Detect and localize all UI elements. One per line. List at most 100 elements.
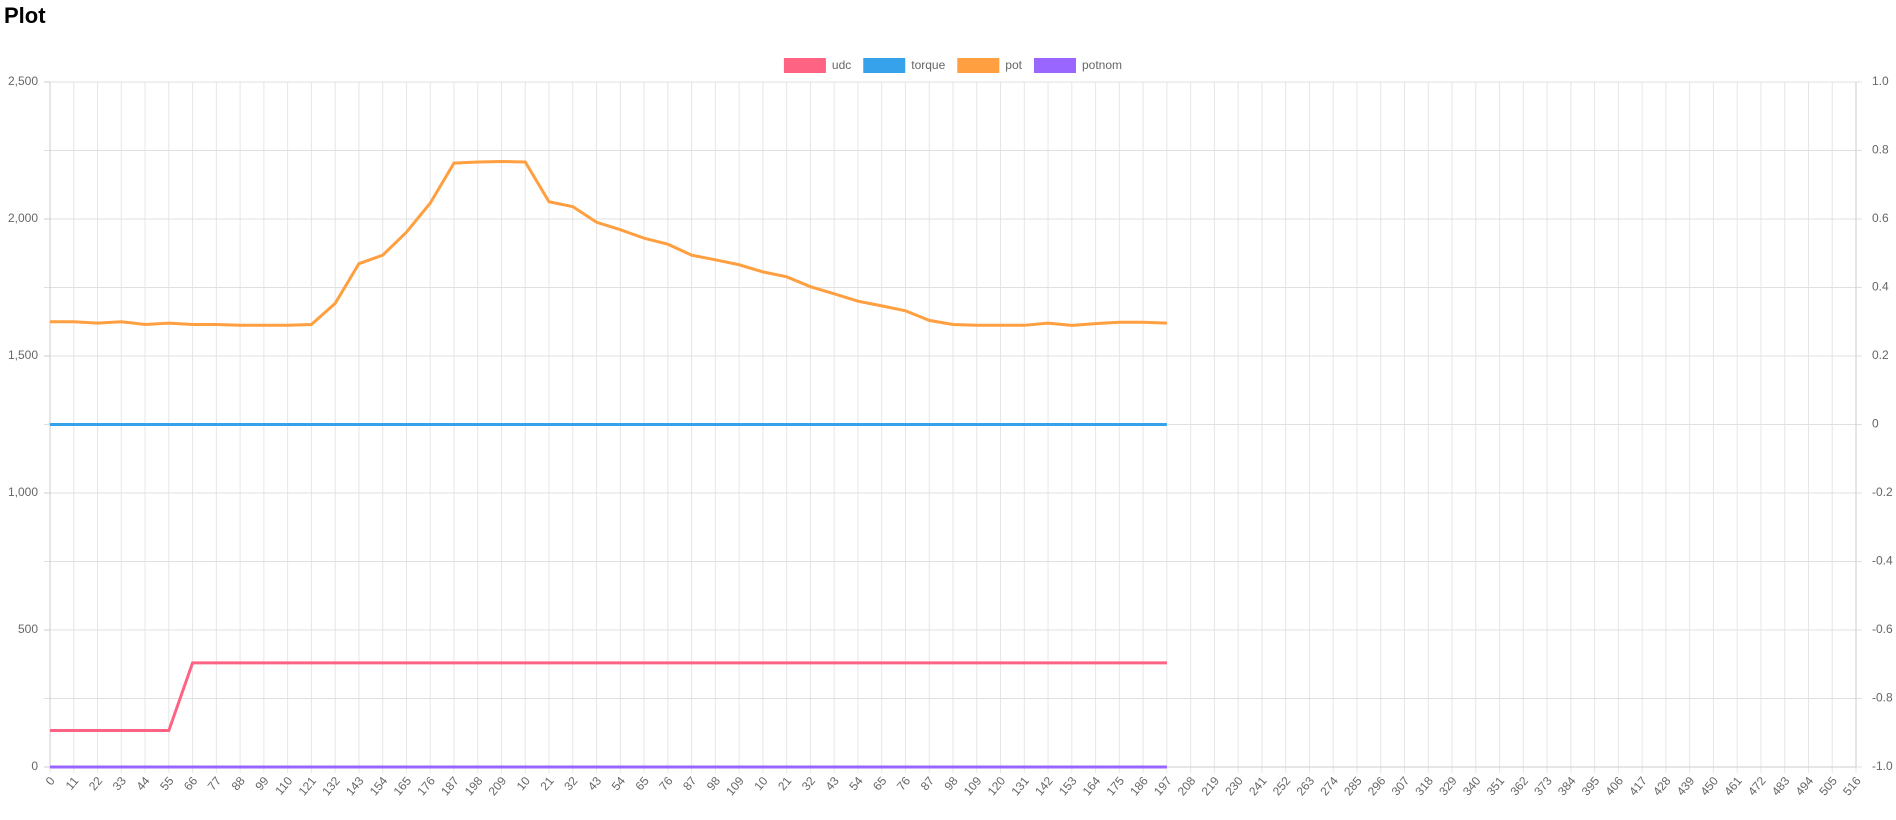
x-tick-label: 516 xyxy=(1840,774,1864,799)
x-tick-label: 54 xyxy=(609,774,629,793)
x-tick-label: 121 xyxy=(296,774,320,799)
x-tick-label: 110 xyxy=(272,774,295,798)
x-tick-label: 197 xyxy=(1151,774,1175,799)
y-tick-label: 500 xyxy=(18,622,38,636)
x-tick-label: 406 xyxy=(1602,774,1626,799)
x-tick-label: 21 xyxy=(537,774,557,793)
x-tick-label: 164 xyxy=(1080,774,1104,799)
y-tick-label: 2,000 xyxy=(8,211,38,225)
x-tick-label: 472 xyxy=(1745,774,1769,799)
y2-tick-label: 0.4 xyxy=(1872,280,1889,294)
x-tick-label: 76 xyxy=(894,774,914,793)
y2-tick-label: 0.2 xyxy=(1872,348,1889,362)
y2-tick-label: -0.8 xyxy=(1872,691,1893,705)
legend-label: torque xyxy=(911,58,945,72)
y2-tick-label: -1.0 xyxy=(1872,759,1893,773)
x-tick-label: 0 xyxy=(43,774,58,788)
x-tick-label: 417 xyxy=(1626,774,1650,799)
x-tick-label: 109 xyxy=(961,774,985,799)
x-tick-label: 154 xyxy=(367,774,391,799)
x-tick-label: 384 xyxy=(1555,774,1579,799)
x-tick-label: 131 xyxy=(1008,774,1032,799)
x-tick-label: 99 xyxy=(252,774,272,793)
x-tick-label: 43 xyxy=(585,774,605,793)
y2-tick-label: 0.8 xyxy=(1872,143,1889,157)
x-tick-label: 165 xyxy=(391,774,415,799)
x-tick-label: 329 xyxy=(1436,774,1460,799)
x-tick-label: 362 xyxy=(1507,774,1531,799)
x-tick-label: 22 xyxy=(86,774,106,793)
y2-tick-label: 1.0 xyxy=(1872,74,1889,88)
x-tick-label: 230 xyxy=(1222,774,1246,799)
x-tick-label: 373 xyxy=(1531,774,1555,799)
series-line xyxy=(50,661,1167,733)
legend-swatch xyxy=(863,58,906,73)
x-tick-label: 307 xyxy=(1389,774,1413,799)
x-tick-label: 176 xyxy=(414,774,438,799)
x-tick-label: 450 xyxy=(1698,774,1722,799)
x-tick-label: 32 xyxy=(799,774,819,793)
x-tick-label: 54 xyxy=(846,774,866,793)
x-tick-label: 33 xyxy=(110,774,130,793)
y-tick-label: 1,500 xyxy=(8,348,38,362)
x-tick-label: 77 xyxy=(205,774,225,793)
x-tick-label: 263 xyxy=(1294,774,1318,799)
x-tick-label: 153 xyxy=(1056,774,1080,799)
x-tick-label: 296 xyxy=(1365,774,1389,799)
x-tick-label: 76 xyxy=(656,774,676,793)
x-tick-label: 274 xyxy=(1317,774,1341,799)
x-tick-label: 11 xyxy=(63,774,82,793)
x-tick-label: 252 xyxy=(1270,774,1294,799)
x-tick-label: 10 xyxy=(514,774,534,793)
x-tick-label: 395 xyxy=(1579,774,1603,799)
y2-tick-label: 0 xyxy=(1872,417,1879,431)
x-tick-label: 21 xyxy=(775,774,795,793)
x-tick-label: 428 xyxy=(1650,774,1674,799)
y-tick-label: 0 xyxy=(31,759,38,773)
y2-tick-label: -0.4 xyxy=(1872,554,1893,568)
y2-tick-label: 0.6 xyxy=(1872,211,1889,225)
x-tick-label: 87 xyxy=(918,774,938,793)
x-tick-label: 44 xyxy=(133,774,153,793)
x-tick-label: 439 xyxy=(1674,774,1698,799)
x-tick-label: 87 xyxy=(680,774,700,793)
x-tick-label: 340 xyxy=(1460,774,1484,799)
x-tick-label: 143 xyxy=(343,774,367,799)
y2-tick-label: -0.2 xyxy=(1872,485,1893,499)
x-tick-label: 10 xyxy=(751,774,771,793)
x-tick-label: 32 xyxy=(561,774,581,793)
legend-swatch xyxy=(783,58,826,73)
x-tick-label: 65 xyxy=(870,774,890,793)
x-tick-label: 318 xyxy=(1412,774,1436,799)
x-tick-label: 505 xyxy=(1816,774,1840,799)
x-tick-label: 98 xyxy=(704,774,724,793)
legend-swatch xyxy=(1033,58,1076,73)
x-tick-label: 219 xyxy=(1199,774,1223,799)
x-tick-label: 43 xyxy=(823,774,843,793)
x-tick-label: 241 xyxy=(1246,774,1270,799)
x-tick-label: 285 xyxy=(1341,774,1365,799)
y2-tick-label: -0.6 xyxy=(1872,622,1893,636)
legend-label: udc xyxy=(832,58,851,72)
chart-title: Plot xyxy=(4,3,46,28)
legend: udc torque pot potnom xyxy=(783,58,1122,73)
x-tick-label: 187 xyxy=(438,774,462,799)
x-tick-label: 494 xyxy=(1793,774,1817,799)
x-tick-label: 208 xyxy=(1175,774,1199,799)
x-tick-label: 198 xyxy=(462,774,486,799)
x-tick-label: 461 xyxy=(1721,774,1745,799)
x-tick-label: 186 xyxy=(1127,774,1151,799)
x-tick-label: 120 xyxy=(985,774,1009,799)
x-tick-label: 109 xyxy=(723,774,747,799)
series-line xyxy=(50,159,1167,327)
legend-swatch xyxy=(957,58,1000,73)
x-tick-label: 483 xyxy=(1769,774,1793,799)
x-tick-label: 132 xyxy=(319,774,343,799)
x-tick-label: 175 xyxy=(1103,774,1127,799)
x-tick-label: 66 xyxy=(181,774,201,793)
x-tick-label: 142 xyxy=(1032,774,1056,799)
x-tick-label: 209 xyxy=(486,774,510,799)
x-tick-label: 88 xyxy=(229,774,249,793)
x-tick-label: 98 xyxy=(941,774,961,793)
